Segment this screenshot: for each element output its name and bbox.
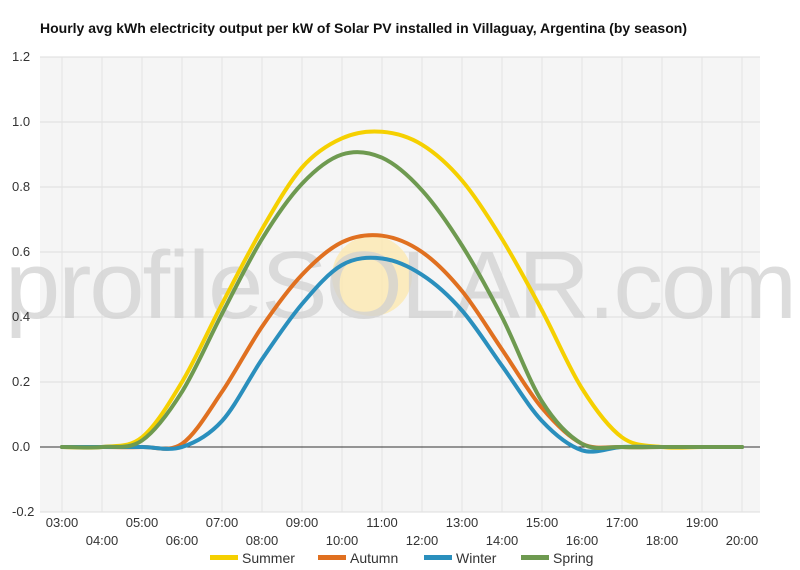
x-tick-label: 03:00 bbox=[46, 515, 79, 530]
x-tick-label: 13:00 bbox=[446, 515, 479, 530]
legend-swatch-winter bbox=[424, 555, 452, 560]
legend-swatch-spring bbox=[521, 555, 549, 560]
x-tick-label: 17:00 bbox=[606, 515, 639, 530]
legend-swatch-summer bbox=[210, 555, 238, 560]
x-tick-label: 10:00 bbox=[326, 533, 359, 548]
chart-title: Hourly avg kWh electricity output per kW… bbox=[40, 20, 687, 36]
x-tick-label: 12:00 bbox=[406, 533, 439, 548]
x-tick-label: 06:00 bbox=[166, 533, 199, 548]
series-line-summer bbox=[60, 129, 744, 450]
y-axis-ticks: -0.2 0.0 0.2 0.4 0.6 0.8 1.0 1.2 bbox=[12, 49, 34, 519]
watermark-sun-icon bbox=[332, 236, 412, 316]
x-tick-label: 09:00 bbox=[286, 515, 319, 530]
x-tick-label: 04:00 bbox=[86, 533, 119, 548]
y-tick-label: 0.6 bbox=[12, 244, 30, 259]
x-axis-ticks: 03:00 04:00 05:00 06:00 07:00 08:00 09:00 10:00… bbox=[46, 515, 759, 548]
y-tick-label: 0.8 bbox=[12, 179, 30, 194]
legend: Summer Autumn Winter Spring bbox=[210, 550, 593, 566]
watermark: profileSOLAR.com bbox=[5, 232, 797, 339]
legend-swatch-autumn bbox=[318, 555, 346, 560]
watermark-text: profileSOLAR.com bbox=[5, 232, 795, 339]
y-tick-label: 0.4 bbox=[12, 309, 30, 324]
y-tick-label: 1.0 bbox=[12, 114, 30, 129]
x-tick-label: 19:00 bbox=[686, 515, 719, 530]
series-layer bbox=[60, 129, 744, 454]
x-tick-label: 15:00 bbox=[526, 515, 559, 530]
x-tick-label: 20:00 bbox=[726, 533, 759, 548]
y-tick-label: 0.0 bbox=[12, 439, 30, 454]
legend-label-autumn: Autumn bbox=[350, 550, 398, 566]
x-tick-label: 05:00 bbox=[126, 515, 159, 530]
x-tick-label: 11:00 bbox=[366, 515, 398, 530]
x-tick-label: 07:00 bbox=[206, 515, 239, 530]
y-tick-label: 1.2 bbox=[12, 49, 30, 64]
legend-label-winter: Winter bbox=[456, 550, 497, 566]
series-line-spring bbox=[60, 150, 744, 451]
legend-label-spring: Spring bbox=[553, 550, 593, 566]
y-tick-label: -0.2 bbox=[12, 504, 34, 519]
y-tick-label: 0.2 bbox=[12, 374, 30, 389]
x-tick-label: 08:00 bbox=[246, 533, 279, 548]
x-tick-label: 14:00 bbox=[486, 533, 519, 548]
x-tick-label: 18:00 bbox=[646, 533, 679, 548]
legend-label-summer: Summer bbox=[242, 550, 295, 566]
x-tick-label: 16:00 bbox=[566, 533, 599, 548]
